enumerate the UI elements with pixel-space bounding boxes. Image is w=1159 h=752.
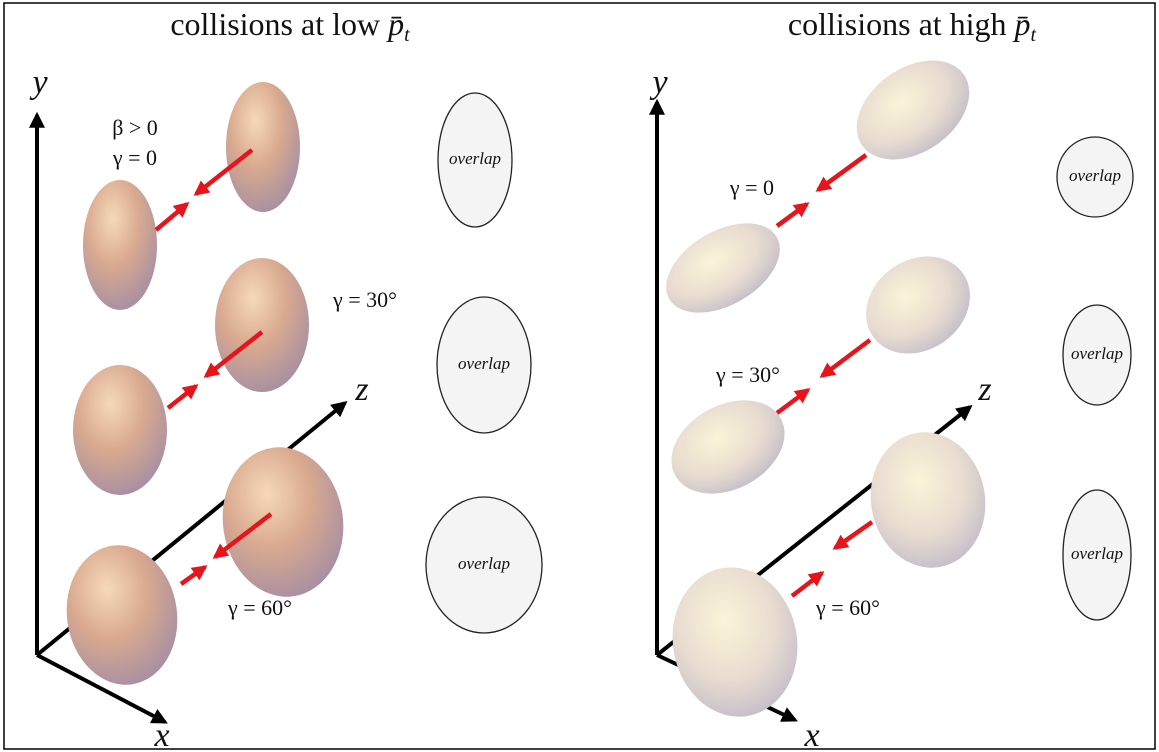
axis-label: y bbox=[29, 64, 48, 101]
nucleus bbox=[860, 423, 996, 577]
nuclei bbox=[651, 40, 996, 727]
overlap-label: overlap bbox=[458, 354, 510, 373]
label: γ = 30° bbox=[332, 287, 397, 312]
arrow bbox=[168, 386, 196, 408]
label: γ = 0 bbox=[729, 175, 774, 200]
label: β > 0 bbox=[112, 115, 158, 140]
text: t bbox=[404, 24, 410, 46]
nucleus bbox=[83, 180, 157, 310]
arrows bbox=[777, 155, 872, 596]
text: t bbox=[1031, 24, 1037, 46]
panel-high: collisions at high p̄t y z x γ = 0 γ = 3… bbox=[649, 6, 1133, 752]
label: γ = 0 bbox=[112, 145, 157, 170]
nucleus bbox=[58, 538, 186, 692]
overlap-label: overlap bbox=[458, 554, 510, 573]
nucleus bbox=[215, 258, 309, 392]
arrow bbox=[822, 340, 870, 376]
nuclei bbox=[58, 82, 353, 692]
title: collisions at low p̄t bbox=[170, 6, 410, 45]
axis-label: z bbox=[977, 371, 991, 408]
text: p̄ bbox=[1013, 6, 1031, 42]
panel-low: collisions at low p̄t y z x β > 0 γ = 0 … bbox=[29, 6, 542, 752]
arrow bbox=[156, 204, 187, 230]
nucleus bbox=[655, 382, 800, 513]
nucleus bbox=[73, 365, 167, 495]
nucleus bbox=[661, 557, 809, 726]
figure: collisions at low p̄t y z x β > 0 γ = 0 … bbox=[0, 0, 1159, 752]
arrow bbox=[777, 390, 808, 413]
arrow bbox=[835, 522, 872, 548]
label: γ = 30° bbox=[715, 362, 780, 387]
overlap-label: overlap bbox=[1069, 166, 1121, 185]
arrow bbox=[818, 155, 866, 190]
label: γ = 60° bbox=[815, 595, 880, 620]
nucleus bbox=[213, 439, 353, 604]
nucleus bbox=[651, 205, 795, 331]
label: γ = 60° bbox=[227, 595, 292, 620]
arrow bbox=[777, 204, 807, 226]
text: collisions at high bbox=[788, 6, 1007, 42]
arrow bbox=[181, 567, 205, 584]
overlap-label: overlap bbox=[1071, 344, 1123, 363]
text: p̄ bbox=[386, 6, 404, 42]
overlap-label: overlap bbox=[449, 149, 501, 168]
title: collisions at high p̄t bbox=[788, 6, 1037, 45]
axis-label: z bbox=[354, 371, 368, 408]
axis-label: y bbox=[649, 64, 668, 101]
overlap-label: overlap bbox=[1071, 544, 1123, 563]
nucleus bbox=[226, 82, 300, 212]
arrow bbox=[792, 573, 822, 596]
nucleus bbox=[847, 237, 989, 374]
axis-label: x bbox=[153, 717, 169, 752]
axis-label: x bbox=[803, 717, 819, 752]
text: collisions at low bbox=[170, 6, 380, 42]
